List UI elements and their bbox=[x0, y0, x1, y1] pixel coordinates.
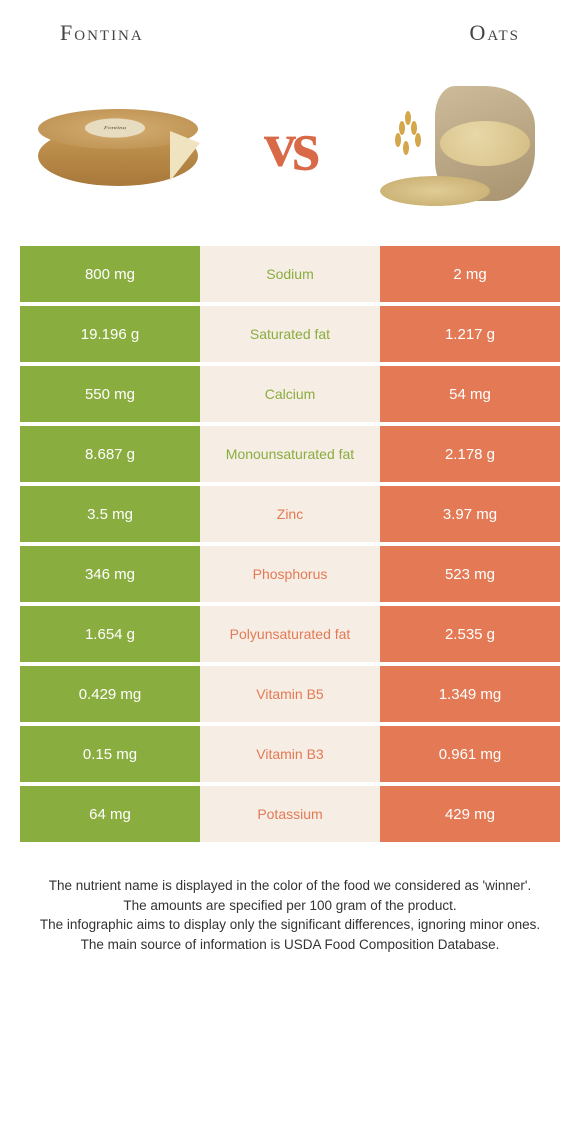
table-row: 3.5 mgZinc3.97 mg bbox=[20, 486, 560, 542]
footer-notes: The nutrient name is displayed in the co… bbox=[0, 846, 580, 954]
nutrient-name: Monounsaturated fat bbox=[200, 426, 380, 482]
header-titles: Fontina Oats bbox=[0, 0, 580, 56]
footer-line: The nutrient name is displayed in the co… bbox=[30, 876, 550, 896]
table-row: 800 mgSodium2 mg bbox=[20, 246, 560, 302]
right-value: 429 mg bbox=[380, 786, 560, 842]
nutrient-name: Vitamin B3 bbox=[200, 726, 380, 782]
nutrient-name: Zinc bbox=[200, 486, 380, 542]
nutrient-name: Polyunsaturated fat bbox=[200, 606, 380, 662]
right-value: 2.178 g bbox=[380, 426, 560, 482]
footer-line: The infographic aims to display only the… bbox=[30, 915, 550, 935]
left-value: 0.15 mg bbox=[20, 726, 200, 782]
comparison-table: 800 mgSodium2 mg19.196 gSaturated fat1.2… bbox=[20, 246, 560, 842]
left-value: 550 mg bbox=[20, 366, 200, 422]
table-row: 0.429 mgVitamin B51.349 mg bbox=[20, 666, 560, 722]
left-value: 3.5 mg bbox=[20, 486, 200, 542]
left-value: 0.429 mg bbox=[20, 666, 200, 722]
oats-image bbox=[370, 76, 550, 216]
right-value: 1.349 mg bbox=[380, 666, 560, 722]
table-row: 19.196 gSaturated fat1.217 g bbox=[20, 306, 560, 362]
right-value: 54 mg bbox=[380, 366, 560, 422]
table-row: 1.654 gPolyunsaturated fat2.535 g bbox=[20, 606, 560, 662]
left-value: 8.687 g bbox=[20, 426, 200, 482]
nutrient-name: Potassium bbox=[200, 786, 380, 842]
right-food-title: Oats bbox=[469, 20, 520, 46]
right-value: 0.961 mg bbox=[380, 726, 560, 782]
vs-label: vs bbox=[264, 105, 316, 188]
table-row: 8.687 gMonounsaturated fat2.178 g bbox=[20, 426, 560, 482]
right-value: 3.97 mg bbox=[380, 486, 560, 542]
left-value: 800 mg bbox=[20, 246, 200, 302]
nutrient-name: Phosphorus bbox=[200, 546, 380, 602]
right-value: 523 mg bbox=[380, 546, 560, 602]
fontina-image: Fontina bbox=[30, 76, 210, 216]
left-value: 346 mg bbox=[20, 546, 200, 602]
images-row: Fontina vs bbox=[0, 56, 580, 246]
left-value: 1.654 g bbox=[20, 606, 200, 662]
footer-line: The amounts are specified per 100 gram o… bbox=[30, 896, 550, 916]
right-value: 2 mg bbox=[380, 246, 560, 302]
table-row: 64 mgPotassium429 mg bbox=[20, 786, 560, 842]
right-value: 2.535 g bbox=[380, 606, 560, 662]
right-value: 1.217 g bbox=[380, 306, 560, 362]
table-row: 0.15 mgVitamin B30.961 mg bbox=[20, 726, 560, 782]
nutrient-name: Calcium bbox=[200, 366, 380, 422]
left-food-title: Fontina bbox=[60, 20, 144, 46]
nutrient-name: Vitamin B5 bbox=[200, 666, 380, 722]
nutrient-name: Saturated fat bbox=[200, 306, 380, 362]
table-row: 346 mgPhosphorus523 mg bbox=[20, 546, 560, 602]
left-value: 64 mg bbox=[20, 786, 200, 842]
table-row: 550 mgCalcium54 mg bbox=[20, 366, 560, 422]
nutrient-name: Sodium bbox=[200, 246, 380, 302]
left-value: 19.196 g bbox=[20, 306, 200, 362]
footer-line: The main source of information is USDA F… bbox=[30, 935, 550, 955]
